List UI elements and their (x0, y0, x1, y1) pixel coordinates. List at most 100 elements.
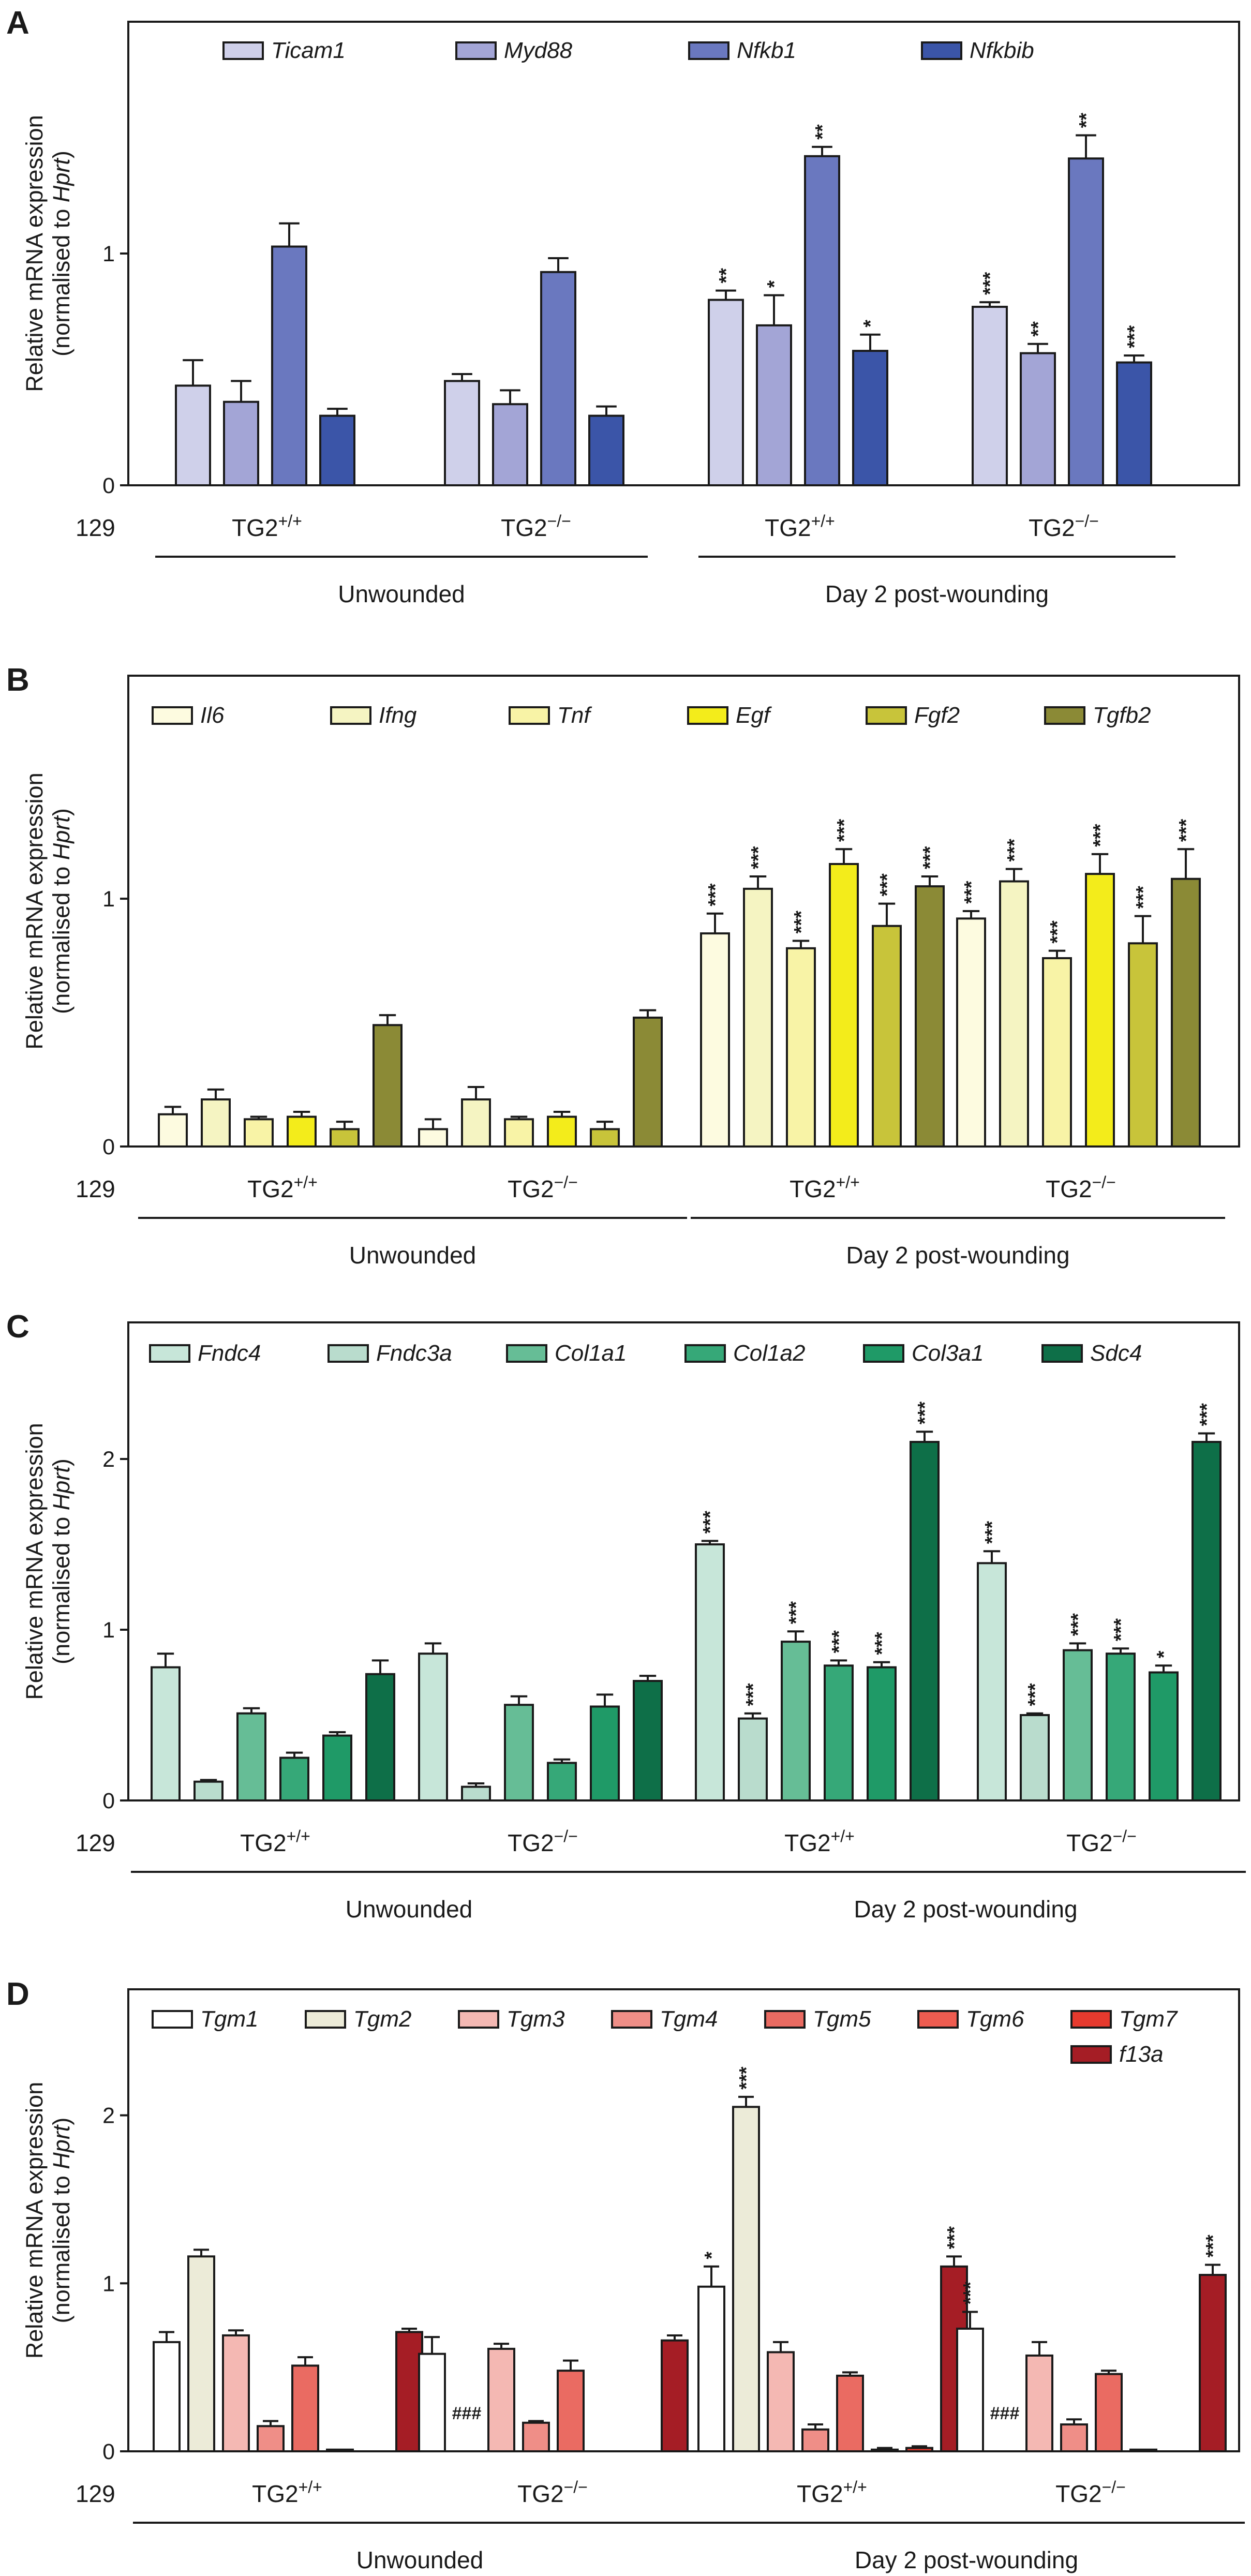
genotype-base: TG2 (508, 1829, 554, 1856)
significance-label: *** (979, 272, 1001, 295)
significance-label: *** (1124, 325, 1145, 349)
bar-nfkbib-g1 (319, 414, 355, 486)
section-label-unwounded: Unwounded (356, 2547, 484, 2573)
y-axis-subtitle-suffix: ) (48, 1458, 75, 1466)
y-tick-label: 1 (102, 242, 115, 266)
significance-label: *** (1110, 1618, 1132, 1642)
bar-tgm5-g2 (557, 2370, 585, 2452)
legend-label-tnf: Tnf (557, 703, 592, 728)
genotype-label: TG2+/+ (232, 512, 302, 541)
bar-tgfb2-g3 (915, 885, 945, 1148)
genotype-base: TG2 (797, 2480, 843, 2507)
genotype-label: TG2−/− (1066, 1827, 1137, 1856)
bar-fndc3a-g4 (1020, 1714, 1050, 1801)
bar-f13a-g2 (661, 2339, 689, 2453)
genotype-base: TG2 (517, 2480, 563, 2507)
bar-ifng-g4 (999, 880, 1029, 1148)
bar-tgm4-g4 (1060, 2423, 1088, 2452)
genotype-superscript: −/− (1102, 2478, 1126, 2496)
genotype-superscript: +/+ (287, 1827, 310, 1845)
bar-sdc4-g2 (633, 1680, 663, 1801)
bar-sdc4-g4 (1192, 1441, 1222, 1801)
bar-ticam1-g4 (972, 306, 1008, 486)
genotype-superscript: +/+ (843, 2478, 867, 2496)
genotype-superscript: +/+ (831, 1827, 855, 1845)
genotype-label: TG2+/+ (247, 1173, 318, 1202)
bar-fndc4-g4 (977, 1562, 1007, 1802)
legend-label-tgm1: Tgm1 (200, 2006, 258, 2032)
bar-col3a1-g3 (867, 1666, 897, 1802)
significance-label: ** (1076, 113, 1097, 128)
bar-nfkb1-g4 (1068, 157, 1104, 486)
bar-nfkb1-g1 (271, 245, 307, 486)
significance-label: * (764, 280, 785, 288)
legend-swatch-tgm3 (458, 2010, 499, 2029)
genotype-label: TG2−/− (517, 2478, 588, 2507)
genotype-label: TG2+/+ (240, 1827, 310, 1856)
legend-swatch-ticam1 (222, 41, 264, 60)
bar-ifng-g1 (201, 1098, 231, 1148)
significance-label: *** (1202, 2235, 1224, 2258)
legend-label-sdc4: Sdc4 (1090, 1341, 1142, 1366)
significance-label: *** (742, 1683, 764, 1706)
genotype-superscript: +/+ (299, 2478, 322, 2496)
legend-swatch-tgm7 (1070, 2010, 1112, 2029)
plot-frame (127, 675, 1240, 1148)
legend-label-f13a: f13a (1119, 2042, 1164, 2067)
hash-annotation: ### (990, 2404, 1020, 2423)
y-tick-label: 0 (102, 2439, 115, 2464)
genotype-superscript: −/− (554, 1173, 578, 1192)
significance-label: *** (1196, 1403, 1218, 1426)
bar-col1a2-g3 (824, 1664, 854, 1802)
bar-tgfb2-g1 (373, 1024, 403, 1148)
bar-tgm1-g3 (697, 2285, 725, 2452)
bar-fndc3a-g2 (461, 1785, 491, 1802)
genotype-base: TG2 (232, 514, 278, 541)
panel-letter: B (6, 662, 29, 698)
bar-col3a1-g4 (1149, 1671, 1179, 1801)
legend-swatch-il6 (152, 706, 193, 725)
strain-label: 129 (76, 1829, 115, 1856)
bar-tgm6-g3 (871, 2448, 899, 2453)
panel-A: A 0 1 Relative mRNA expression (normalised t… (6, 5, 1240, 607)
legend-swatch-col1a2 (684, 1344, 726, 1363)
y-axis-subtitle: (normalised to Hprt) (48, 808, 75, 1014)
genotype-base: TG2 (501, 514, 547, 541)
bar-tgm3-g3 (767, 2351, 795, 2453)
y-axis-subtitle-gene: Hprt (48, 815, 75, 860)
section-label-unwounded: Unwounded (338, 580, 465, 607)
y-axis-subtitle-prefix: (normalised to (48, 1510, 75, 1664)
significance-label: * (701, 2252, 723, 2259)
legend-label-tgm7: Tgm7 (1119, 2006, 1178, 2032)
genotype-label: TG2−/− (508, 1827, 578, 1856)
legend-swatch-myd88 (455, 41, 497, 60)
bar-tgfb2-g4 (1171, 877, 1201, 1148)
significance-label: *** (1090, 824, 1111, 847)
bar-ticam1-g3 (708, 299, 744, 486)
genotype-superscript: −/− (564, 2478, 588, 2496)
bar-myd88-g4 (1020, 352, 1056, 487)
bar-col1a1-g4 (1063, 1649, 1093, 1802)
bar-tgm1-g4 (956, 2327, 984, 2453)
y-tick-label: 1 (102, 1618, 115, 1643)
genotype-superscript: +/+ (836, 1173, 860, 1192)
genotype-base: TG2 (1066, 1829, 1112, 1856)
significance-label: *** (961, 881, 982, 904)
y-axis-subtitle: (normalised to Hprt) (48, 151, 75, 356)
legend-label-tgfb2: Tgfb2 (1093, 703, 1151, 728)
legend-swatch-ifng (330, 706, 371, 725)
genotype-base: TG2 (1055, 2480, 1101, 2507)
bar-egf-g2 (547, 1115, 577, 1148)
y-axis-subtitle-gene: Hprt (48, 157, 75, 203)
bar-il6-g4 (956, 917, 986, 1148)
significance-label: *** (914, 1402, 936, 1425)
bar-fgf2-g2 (590, 1128, 620, 1148)
bar-fndc4-g1 (151, 1666, 181, 1802)
bar-tgm5-g1 (291, 2364, 319, 2453)
legend-label-tgm5: Tgm5 (813, 2006, 871, 2032)
significance-label: *** (876, 873, 898, 897)
significance-label: *** (1067, 1613, 1089, 1636)
bar-egf-g4 (1085, 873, 1115, 1148)
bar-fndc4-g3 (695, 1543, 725, 1801)
